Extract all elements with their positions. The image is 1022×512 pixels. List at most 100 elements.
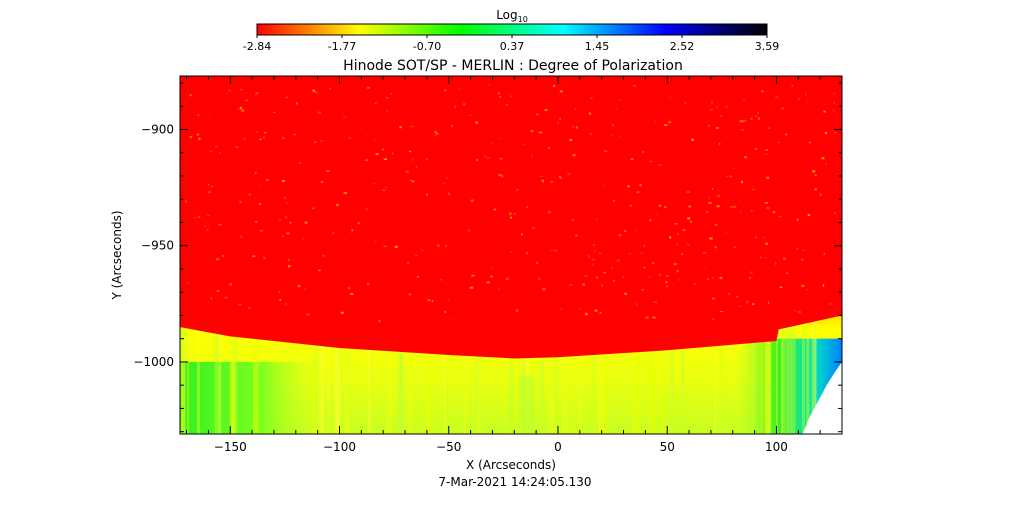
speckle xyxy=(613,280,615,282)
scan-stripe xyxy=(791,315,796,434)
speckle xyxy=(204,225,206,227)
speckle xyxy=(436,244,440,247)
speckle xyxy=(542,288,546,291)
speckle xyxy=(488,84,491,86)
speckle xyxy=(688,205,692,208)
scan-stripe xyxy=(337,315,343,434)
plot-area xyxy=(180,76,842,434)
scan-stripe xyxy=(760,315,763,434)
speckle xyxy=(399,125,402,129)
speckle xyxy=(779,286,783,289)
speckle xyxy=(730,206,732,208)
scan-stripe xyxy=(648,315,654,434)
scan-stripe xyxy=(720,315,723,434)
speckle xyxy=(669,236,672,239)
speckle xyxy=(599,252,602,255)
scan-stripe xyxy=(463,315,467,434)
speckle xyxy=(712,277,714,279)
speckle xyxy=(283,196,286,200)
speckle xyxy=(343,116,347,119)
speckle xyxy=(814,174,817,176)
speckle xyxy=(588,255,590,258)
speckle xyxy=(385,97,389,99)
speckle xyxy=(390,92,392,95)
speckle xyxy=(768,127,771,129)
speckle xyxy=(347,287,351,289)
speckle xyxy=(293,133,296,136)
speckle xyxy=(469,114,473,116)
speckle xyxy=(751,209,753,212)
speckle xyxy=(296,102,298,105)
speckle xyxy=(259,138,262,141)
scan-stripe xyxy=(548,315,554,434)
scan-stripe xyxy=(367,315,371,434)
speckle xyxy=(351,229,354,232)
scan-stripe xyxy=(253,315,259,434)
speckle xyxy=(367,134,369,137)
speckle xyxy=(536,113,539,116)
scan-stripe xyxy=(554,315,559,434)
speckle xyxy=(497,92,501,95)
speckle xyxy=(264,132,267,134)
speckle xyxy=(531,155,534,158)
speckle xyxy=(538,278,541,280)
scan-stripe xyxy=(426,315,430,434)
colorbar: Log10 -2.84 -1.77 -0.70 0.37 1.45 2.52 3.59 xyxy=(243,8,779,53)
x-axis: −150 −100 −50 0 50 100 xyxy=(186,76,843,454)
speckle xyxy=(443,182,445,185)
speckle xyxy=(445,177,448,179)
speckle xyxy=(829,302,832,305)
y-tick-label: −1000 xyxy=(133,355,174,369)
speckle xyxy=(255,92,259,94)
speckle xyxy=(302,237,304,240)
speckle xyxy=(686,190,690,194)
speckle xyxy=(572,153,576,157)
speckle xyxy=(664,124,668,126)
speckle xyxy=(260,184,262,186)
speckle xyxy=(375,153,379,155)
speckle xyxy=(284,303,287,305)
speckle xyxy=(266,178,269,182)
speckle xyxy=(314,141,317,144)
speckle xyxy=(256,131,259,133)
speckle xyxy=(588,112,592,115)
scan-stripe xyxy=(386,315,393,434)
speckle xyxy=(823,252,826,256)
colorbar-tick-label: -2.84 xyxy=(243,40,271,53)
speckle xyxy=(350,292,354,295)
speckle xyxy=(317,269,321,272)
speckle xyxy=(210,186,214,188)
scan-stripe xyxy=(598,315,601,434)
speckle xyxy=(521,233,523,236)
speckle xyxy=(240,235,243,238)
speckle xyxy=(306,313,310,316)
speckle xyxy=(345,239,347,241)
speckle xyxy=(766,207,770,210)
speckle xyxy=(304,288,306,291)
speckle xyxy=(628,252,631,255)
speckle xyxy=(824,132,826,134)
speckle xyxy=(592,263,594,266)
scan-stripe xyxy=(180,315,186,434)
y-axis: −900 −950 −1000 xyxy=(133,82,842,433)
speckle xyxy=(674,223,678,225)
speckle xyxy=(513,212,516,215)
scan-stripe xyxy=(632,315,637,434)
speckle xyxy=(289,222,292,224)
speckle xyxy=(806,289,808,291)
speckle xyxy=(791,84,793,87)
speckle xyxy=(719,142,721,145)
speckle xyxy=(807,213,811,217)
timestamp: 7-Mar-2021 14:24:05.130 xyxy=(438,475,591,489)
y-tick-label: −950 xyxy=(141,239,174,253)
speckle xyxy=(451,125,453,127)
off-limb-left-green xyxy=(180,361,318,434)
speckle xyxy=(659,273,662,276)
scan-stripe xyxy=(670,315,675,434)
y-tick-label: −900 xyxy=(141,122,174,136)
speckle xyxy=(510,251,512,253)
speckle xyxy=(548,211,551,214)
speckle xyxy=(603,150,608,152)
speckle xyxy=(357,222,360,225)
speckle xyxy=(823,110,826,113)
